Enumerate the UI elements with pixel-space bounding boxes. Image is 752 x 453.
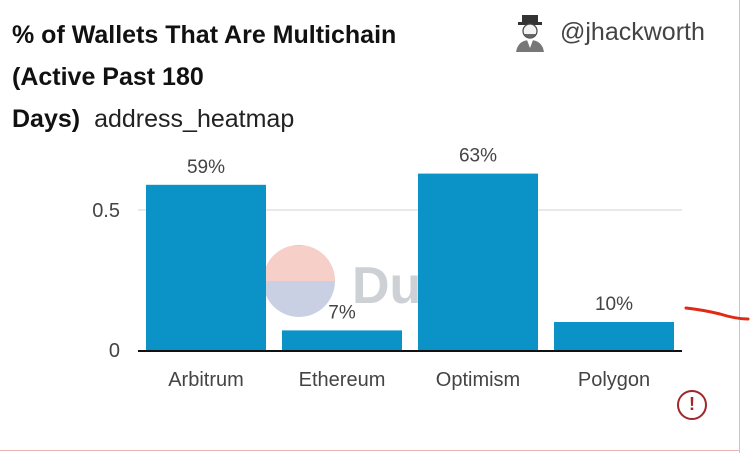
y-tick-label: 0: [109, 340, 120, 362]
x-tick-label: Ethereum: [299, 369, 386, 391]
data-label: 59%: [187, 157, 225, 178]
x-tick-label: Optimism: [436, 369, 520, 391]
data-label: 63%: [459, 146, 497, 167]
bar-ethereum: [282, 330, 402, 350]
author-handle: @jhackworth: [560, 17, 705, 46]
exclamation-circle-icon[interactable]: !: [677, 390, 707, 420]
card-border-right: [739, 0, 740, 453]
chart-card: [0, 0, 740, 449]
bar-polygon: [554, 322, 674, 350]
bar-arbitrum: [146, 184, 266, 350]
y-tick-label: 0.5: [92, 200, 120, 222]
bar-optimism: [418, 173, 538, 350]
author-info[interactable]: @jhackworth: [510, 12, 705, 52]
red-annotation-mark: [684, 306, 750, 321]
chart-title: % of Wallets That Are Multichain (Active…: [12, 21, 397, 133]
data-label: 7%: [328, 302, 356, 323]
data-label: 10%: [595, 294, 633, 315]
x-tick-label: Arbitrum: [168, 369, 244, 391]
query-name[interactable]: address_heatmap: [94, 105, 295, 133]
x-tick-label: Polygon: [578, 369, 650, 391]
chart-header: % of Wallets That Are Multichain (Active…: [12, 14, 452, 140]
card-border-bottom: [0, 450, 740, 451]
avatar-icon: [516, 15, 544, 52]
